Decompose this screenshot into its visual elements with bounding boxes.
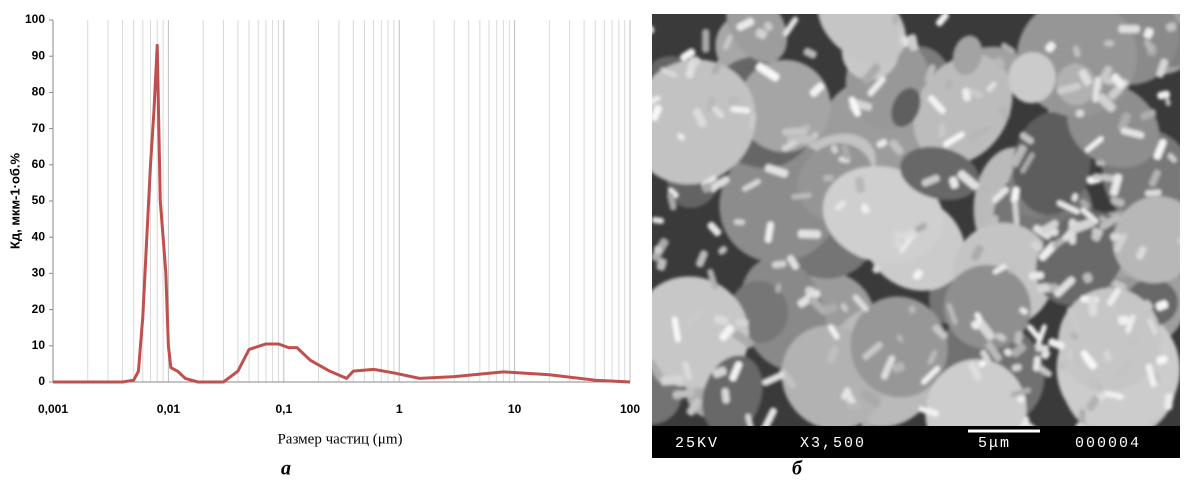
crystal (1088, 296, 1098, 317)
x-tick-label: 0,001 (38, 402, 68, 416)
y-tick-label: 70 (32, 121, 46, 135)
crystal (1104, 40, 1114, 46)
x-axis-label: Размер частиц (μm) (277, 431, 402, 447)
x-tick-label: 0,1 (275, 402, 292, 416)
crystal (1029, 272, 1044, 280)
image-number: 000004 (1075, 435, 1141, 452)
y-tick-label: 40 (32, 229, 46, 243)
crystal (894, 230, 902, 247)
crystal (909, 305, 916, 313)
y-tick-label: 60 (32, 157, 46, 171)
magnification: X3,500 (800, 435, 866, 452)
y-tick-label: 100 (25, 12, 45, 26)
x-tick-label: 1 (396, 402, 403, 416)
y-tick-label: 50 (32, 193, 46, 207)
crystal (1178, 237, 1188, 244)
y-tick-label: 80 (32, 85, 46, 99)
crystal (1118, 25, 1140, 33)
y-tick-label: 90 (32, 48, 46, 62)
scale-label: 5μm (978, 435, 1011, 452)
crystal (938, 123, 946, 137)
panel-label: а (281, 458, 291, 480)
crystal (1035, 344, 1049, 353)
y-tick-label: 30 (32, 266, 46, 280)
panel-label: б (792, 458, 803, 480)
x-tick-label: 100 (620, 402, 640, 416)
x-tick-label: 0,01 (157, 402, 181, 416)
crystal (702, 29, 709, 53)
voltage: 25KV (675, 435, 719, 452)
crystal (892, 14, 898, 24)
plot: 0,001 0,01 0,1 1 10 100 0 10 20 30 40 50 60 70 80 90 100 (25, 12, 640, 416)
y-tick-label: 0 (38, 374, 45, 388)
y-tick-label: 20 (32, 302, 46, 316)
x-tick-label: 10 (508, 402, 522, 416)
figure: 0,001 0,01 0,1 1 10 100 0 10 20 30 40 50 60 70 80 90 100… (0, 0, 1188, 481)
y-tick-label: 10 (32, 338, 46, 352)
data-line (53, 45, 630, 382)
crystal (660, 375, 684, 386)
crystal (1118, 315, 1130, 325)
y-axis-label: Кд, мкм-1·об.% (7, 152, 22, 249)
crystal (798, 230, 821, 239)
